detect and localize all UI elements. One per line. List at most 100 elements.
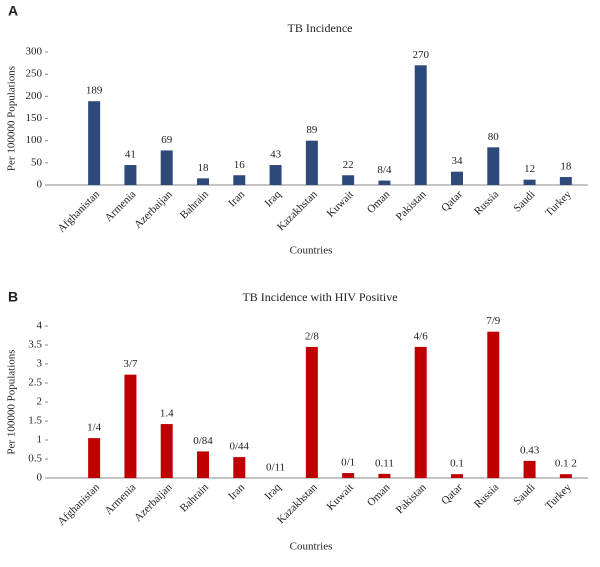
bar-annotation: 34 [452, 155, 464, 167]
bar-annotation: 0.11 [375, 457, 394, 469]
x-tick-label: Iran [226, 481, 247, 502]
panel-label: B [8, 289, 18, 305]
x-tick-label: Turkey [543, 188, 574, 219]
bar [414, 346, 427, 478]
bar-annotation: 0.1 [450, 458, 464, 470]
x-tick-label: Qatar [439, 481, 465, 507]
bar-annotation: 18 [198, 162, 210, 174]
bar-annotation: 16 [234, 159, 246, 171]
bar-annotation: 89 [306, 124, 318, 136]
y-tick-label: 250 [26, 68, 43, 80]
x-tick-label: Armenia [103, 188, 139, 224]
x-axis-label: Countries [290, 245, 333, 257]
bar-annotation: 0.43 [520, 444, 540, 456]
y-axis-label: Per 100000 Populations [6, 349, 18, 454]
x-tick-label: Afghanistan [56, 188, 103, 235]
bar-annotation: 4/6 [414, 330, 429, 342]
y-tick-label: 2 [37, 396, 43, 408]
x-tick-label: Iraq [262, 481, 283, 502]
x-tick-label: Afghanistan [56, 481, 103, 528]
bar [559, 177, 572, 185]
bar [197, 451, 209, 478]
x-tick-label: Iraq [262, 188, 283, 209]
x-tick-label: Turkey [543, 481, 574, 512]
x-tick-label: Kazakhstan [275, 188, 320, 233]
bar-annotation: 189 [86, 85, 103, 97]
y-tick-label: 0 [37, 179, 43, 191]
bar-annotation: 0/11 [266, 462, 285, 474]
bar-annotation: 12 [524, 163, 535, 175]
y-tick-label: 150 [26, 112, 43, 124]
bar [88, 438, 101, 478]
bar [451, 474, 463, 478]
bar-annotation: 69 [161, 134, 173, 146]
y-tick-label: 50 [31, 156, 43, 168]
x-tick-label: Azerbaijan [132, 481, 175, 524]
bar [88, 101, 101, 185]
bar [342, 473, 355, 478]
bar-annotation: 0.1 2 [555, 458, 577, 470]
x-tick-label: Bahrain [178, 188, 211, 221]
bar-annotation: 80 [488, 131, 500, 143]
bar-annotation: 41 [125, 149, 136, 161]
bar-annotation: 0/84 [193, 435, 213, 447]
bar [378, 473, 391, 478]
panel-label: A [8, 3, 18, 19]
bar-annotation: 0/44 [230, 441, 250, 453]
x-tick-label: Qatar [439, 188, 465, 214]
bar-annotation: 8/4 [377, 164, 392, 176]
x-tick-label: Bahrain [178, 481, 211, 514]
x-tick-label: Armenia [103, 481, 139, 517]
y-tick-label: 200 [26, 90, 43, 102]
bar-annotation: 22 [343, 159, 354, 171]
x-tick-label: Saudi [511, 481, 537, 507]
bar [487, 147, 500, 185]
bar [269, 165, 282, 185]
y-tick-label: 0 [37, 472, 43, 484]
bar [124, 165, 137, 185]
bar [414, 65, 427, 185]
bar [559, 474, 572, 478]
x-tick-label: Oman [365, 481, 393, 509]
y-tick-label: 1 [37, 434, 43, 446]
x-tick-label: Russia [472, 188, 501, 217]
bar [124, 374, 137, 478]
bar [233, 457, 246, 478]
bar [451, 171, 463, 185]
bar-annotation: 18 [560, 161, 572, 173]
x-tick-label: Saudi [511, 188, 537, 214]
bar [160, 424, 173, 478]
y-tick-label: 2.5 [28, 377, 42, 389]
x-tick-label: Kuwait [325, 188, 356, 219]
chart-title: TB Incidence with HIV Positive [242, 290, 397, 304]
bar [523, 179, 536, 185]
x-tick-label: Azerbaijan [132, 188, 175, 231]
bar [160, 150, 173, 185]
bar [233, 175, 246, 185]
x-axis-label: Countries [290, 541, 333, 553]
bar-annotation: 270 [412, 49, 429, 61]
bar [305, 140, 318, 185]
x-tick-label: Oman [365, 188, 393, 216]
bar [487, 331, 500, 478]
y-tick-label: 4 [37, 320, 43, 332]
bar [342, 175, 355, 185]
y-tick-label: 3.5 [28, 339, 42, 351]
bar [523, 460, 536, 478]
y-tick-label: 1.5 [28, 415, 42, 427]
x-tick-label: Pakistan [394, 481, 429, 516]
bar-annotation: 2/8 [305, 330, 320, 342]
bar [197, 178, 209, 185]
y-tick-label: 0.5 [28, 453, 42, 465]
x-tick-label: Kazakhstan [275, 481, 320, 526]
bar-annotation: 1.4 [160, 408, 174, 420]
x-tick-label: Kuwait [325, 481, 356, 512]
y-tick-label: 3 [37, 358, 43, 370]
x-tick-label: Pakistan [394, 188, 429, 223]
bar [305, 346, 318, 478]
bar-annotation: 1/4 [87, 422, 102, 434]
bar-annotation: 3/7 [123, 358, 138, 370]
x-tick-label: Iran [226, 188, 247, 209]
y-tick-label: 300 [26, 46, 43, 58]
y-axis-label: Per 100000 Populations [6, 66, 18, 171]
